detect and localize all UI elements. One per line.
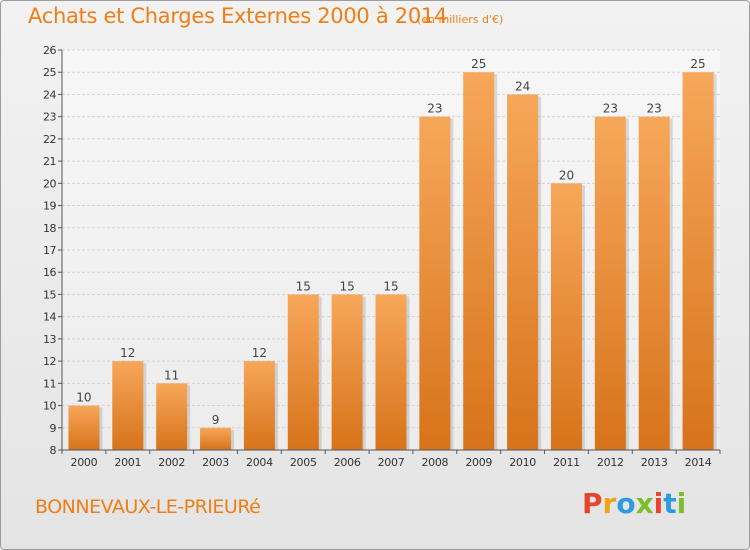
y-tick-label: 26: [43, 44, 56, 57]
x-tick-label: 2000: [71, 456, 98, 469]
y-tick-label: 22: [43, 133, 56, 146]
y-tick-label: 11: [43, 377, 56, 390]
bar-value-label: 15: [296, 279, 311, 293]
x-tick-label: 2005: [290, 456, 317, 469]
bar-2007: [375, 294, 407, 450]
y-tick-label: 12: [43, 355, 56, 368]
bar-value-label: 12: [120, 346, 135, 360]
bar-2001: [112, 361, 144, 450]
bar-2014: [682, 72, 714, 450]
bar-2011: [550, 183, 582, 451]
bar-value-label: 11: [164, 368, 179, 382]
bar-2010: [507, 94, 539, 450]
y-tick-label: 13: [43, 333, 56, 346]
y-tick-label: 9: [50, 422, 57, 435]
bar-value-label: 24: [515, 79, 530, 93]
y-tick-label: 10: [43, 400, 56, 413]
x-tick-label: 2014: [685, 456, 712, 469]
bar-2004: [243, 361, 275, 450]
bar-2009: [463, 72, 495, 450]
x-tick-label: 2006: [334, 456, 361, 469]
place-name: BONNEVAUX-LE-PRIEURé: [35, 496, 261, 518]
bar-2008: [419, 116, 451, 451]
y-tick-label: 25: [43, 66, 56, 79]
x-tick-label: 2001: [114, 456, 141, 469]
bar-2005: [287, 294, 319, 450]
bar-2012: [594, 116, 626, 451]
bar-2013: [638, 116, 670, 451]
x-tick-label: 2013: [641, 456, 668, 469]
x-tick-label: 2012: [597, 456, 624, 469]
bar-value-label: 15: [339, 279, 354, 293]
y-tick-label: 20: [43, 177, 56, 190]
y-tick-label: 18: [43, 222, 56, 235]
bar-2003: [200, 427, 232, 450]
bar-value-label: 15: [383, 279, 398, 293]
chart-title: Achats et Charges Externes 2000 à 2014: [28, 4, 448, 28]
bar-value-label: 25: [690, 57, 705, 71]
bar-value-label: 23: [427, 102, 442, 116]
y-tick-label: 21: [43, 155, 56, 168]
x-tick-label: 2002: [158, 456, 185, 469]
y-tick-label: 16: [43, 266, 56, 279]
bar-value-label: 23: [647, 102, 662, 116]
y-tick-label: 24: [43, 88, 56, 101]
bar-2002: [156, 383, 188, 450]
bar-2000: [68, 405, 100, 450]
x-tick-label: 2004: [246, 456, 273, 469]
y-tick-label: 19: [43, 200, 56, 213]
y-tick-label: 15: [43, 288, 56, 301]
chart-subtitle: (en milliers d'€): [417, 13, 504, 26]
y-tick-label: 23: [43, 111, 56, 124]
bar-value-label: 10: [76, 391, 91, 405]
bar-value-label: 12: [252, 346, 267, 360]
bar-value-label: 25: [471, 57, 486, 71]
bar-value-label: 9: [212, 413, 220, 427]
proxiti-logo: Proxiti: [582, 487, 687, 520]
bar-value-label: 20: [559, 168, 574, 182]
bar-2006: [331, 294, 363, 450]
y-tick-label: 14: [43, 311, 56, 324]
x-tick-label: 2009: [465, 456, 492, 469]
bar-value-label: 23: [603, 102, 618, 116]
y-tick-label: 17: [43, 244, 56, 257]
x-tick-label: 2011: [553, 456, 580, 469]
y-tick-label: 8: [50, 444, 57, 457]
x-tick-label: 2010: [509, 456, 536, 469]
x-tick-label: 2003: [202, 456, 229, 469]
x-tick-label: 2007: [378, 456, 405, 469]
x-tick-label: 2008: [421, 456, 448, 469]
